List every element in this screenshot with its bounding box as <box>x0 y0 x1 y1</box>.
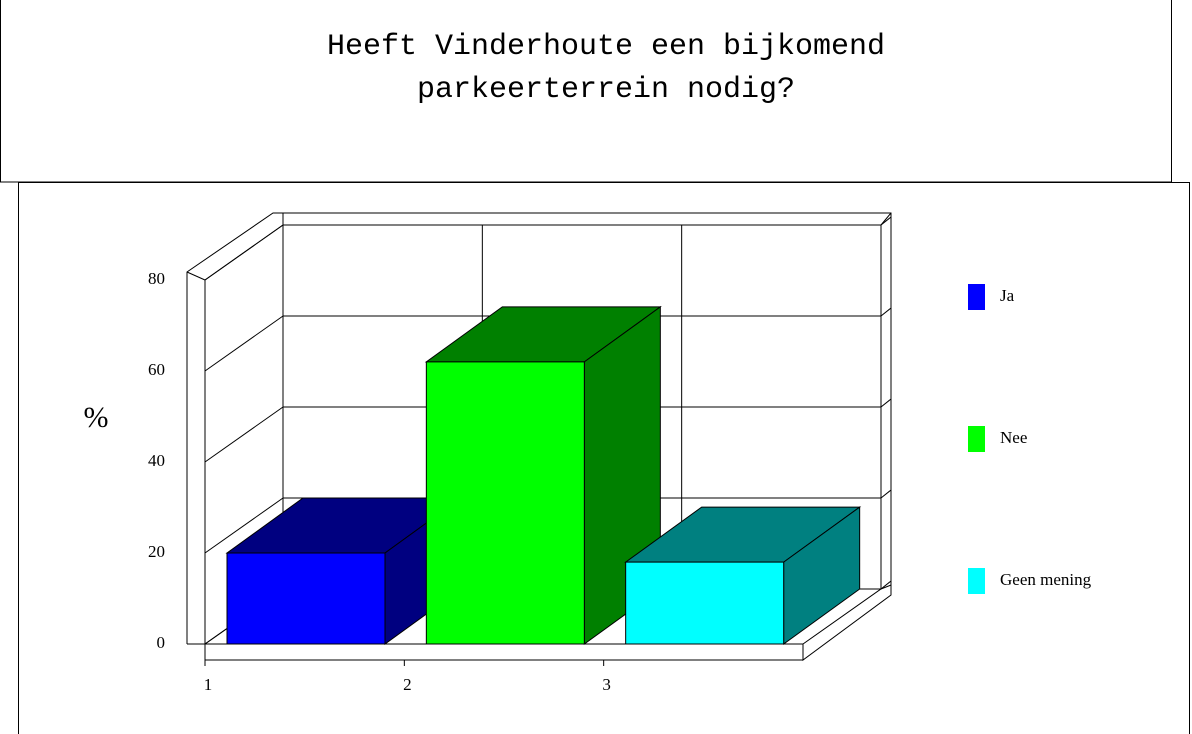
legend-swatch <box>968 568 985 594</box>
bar <box>226 552 386 645</box>
chart-title: parkeerterrein nodig? <box>417 73 795 107</box>
bar <box>625 561 785 645</box>
grid-line <box>880 216 892 226</box>
grid-line <box>880 398 892 408</box>
x-tick-label: 1 <box>204 675 213 694</box>
y-axis-label: % <box>84 401 109 434</box>
x-tick-label: 3 <box>602 675 611 694</box>
floor-side <box>802 584 892 661</box>
y-tick-label: 20 <box>148 542 165 561</box>
grid-line <box>204 315 284 372</box>
chart-frame <box>18 182 1190 734</box>
bar <box>425 361 585 645</box>
grid-line <box>204 224 284 281</box>
grid-line <box>880 580 892 590</box>
y-tick-label: 40 <box>148 451 165 470</box>
grid-line <box>204 497 284 554</box>
y-tick-label: 60 <box>148 360 165 379</box>
legend-label: Geen mening <box>1000 570 1092 589</box>
legend-label: Nee <box>1000 428 1027 447</box>
legend-label: Ja <box>1000 286 1015 305</box>
y-tick-label: 0 <box>157 633 166 652</box>
floor <box>204 643 804 661</box>
grid-line <box>880 307 892 317</box>
legend-swatch <box>968 426 985 452</box>
wall-edge <box>186 271 206 281</box>
y-tick-label: 80 <box>148 269 165 288</box>
left-wall-edge <box>186 212 892 644</box>
grid-line <box>204 406 284 463</box>
wall-edge <box>880 212 892 226</box>
chart-title: Heeft Vinderhoute een bijkomend <box>327 30 885 64</box>
grid-line <box>880 489 892 499</box>
x-tick-label: 2 <box>403 675 412 694</box>
legend-swatch <box>968 284 985 310</box>
